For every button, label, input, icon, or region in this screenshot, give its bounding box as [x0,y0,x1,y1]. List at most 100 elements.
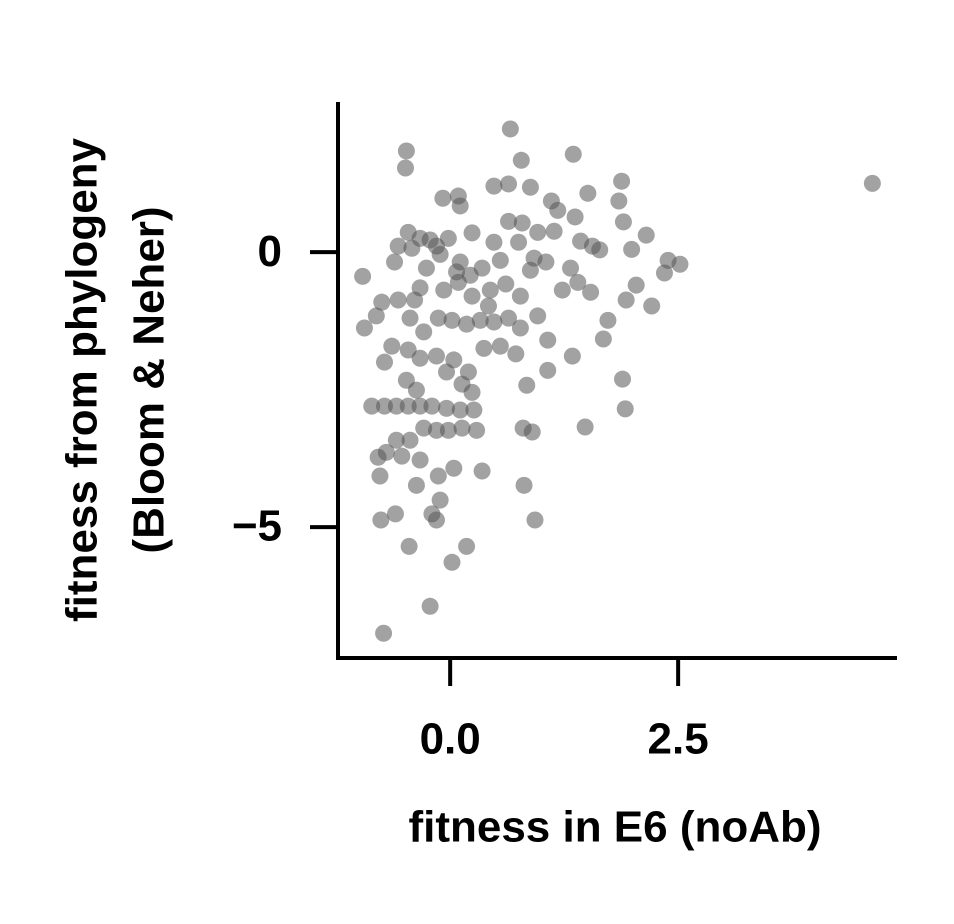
point [393,447,411,465]
point [623,240,641,258]
point [377,443,395,461]
point [566,208,584,226]
point [500,309,518,327]
point [655,264,673,282]
point [511,319,529,337]
point [479,297,497,315]
point [376,353,394,371]
point [529,223,547,241]
point [427,511,445,529]
point [389,237,407,255]
point [435,281,453,299]
point [448,263,466,281]
point [383,337,401,355]
point [411,397,429,415]
point [627,276,645,294]
point [485,233,503,251]
point [431,491,449,509]
point [386,505,404,523]
point [363,397,381,415]
point [438,399,456,417]
point [553,281,571,299]
point [617,291,635,309]
point [564,145,582,163]
point [423,397,441,415]
point [458,315,476,333]
point [453,419,471,437]
point [599,311,617,329]
point [521,178,539,196]
point [399,341,417,359]
point [465,401,483,419]
point [443,553,461,571]
point [485,313,503,331]
point [569,273,587,291]
point [396,159,414,177]
point [415,419,433,437]
point [475,339,493,357]
point [354,267,372,285]
point [463,383,481,401]
point [400,537,418,555]
point [371,467,389,485]
point [501,120,519,138]
x-axis-label: fitness in E6 (noAb) [408,803,821,852]
point [429,309,447,327]
x-tick-label: 0.0 [420,715,481,764]
point [491,251,509,269]
point [610,192,628,210]
point [518,376,536,394]
point [401,431,419,449]
point [411,451,429,469]
point [507,345,525,363]
point [376,397,394,415]
point [451,197,469,215]
y-axis-label: fitness from phylogeny [58,137,107,622]
point [421,597,439,615]
point [355,319,373,337]
point [445,459,463,477]
point [417,259,435,277]
point [415,323,433,341]
point [500,212,518,230]
point [373,293,391,311]
point [427,421,445,439]
point [513,214,531,232]
point [539,361,557,379]
point [387,431,405,449]
point [563,347,581,365]
point [863,174,881,192]
point [591,241,609,259]
point [549,201,567,219]
point [497,275,515,293]
point [485,177,503,195]
point [616,400,634,418]
point [443,311,461,329]
point [514,419,532,437]
point [526,511,544,529]
point [562,259,580,277]
point [427,237,445,255]
point [471,311,489,329]
point [614,213,632,231]
point [613,172,631,190]
point [372,511,390,529]
point [386,253,404,271]
point [579,184,597,202]
point [529,307,547,325]
point [511,287,529,305]
point [643,297,661,315]
point [407,476,425,494]
point [525,249,543,267]
point [451,401,469,419]
point [439,421,457,439]
point [411,279,429,297]
point [429,467,447,485]
y-axis-label: (Bloom & Neher) [125,206,174,553]
y-tick-label: −5 [232,502,282,551]
point [491,337,509,355]
point [510,233,528,251]
point [594,330,612,348]
point [367,307,385,325]
